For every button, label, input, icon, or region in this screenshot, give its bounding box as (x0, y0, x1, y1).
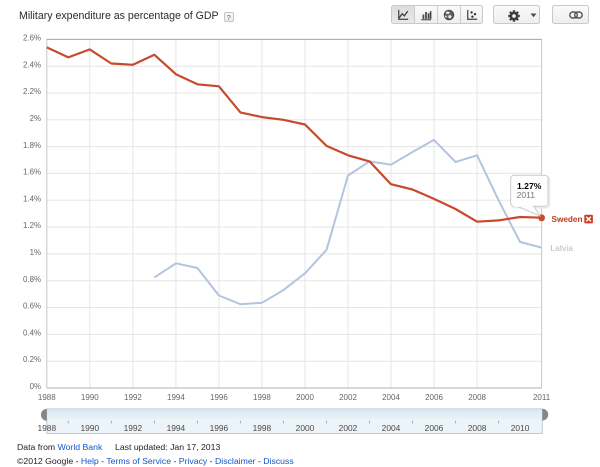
svg-text:0.6%: 0.6% (23, 302, 41, 311)
svg-text:1.4%: 1.4% (23, 194, 41, 203)
svg-text:1990: 1990 (81, 393, 99, 402)
svg-text:2006: 2006 (425, 393, 443, 402)
svg-text:2%: 2% (30, 114, 41, 123)
svg-text:1992: 1992 (124, 393, 142, 402)
svg-text:2008: 2008 (468, 393, 486, 402)
svg-text:2.6%: 2.6% (23, 34, 41, 43)
svg-text:1992: 1992 (124, 423, 143, 433)
svg-text:2010: 2010 (511, 423, 530, 433)
svg-text:2006: 2006 (425, 423, 444, 433)
svg-text:1988: 1988 (38, 393, 56, 402)
svg-text:0.4%: 0.4% (23, 328, 41, 337)
svg-text:1996: 1996 (210, 393, 228, 402)
svg-text:Sweden: Sweden (552, 215, 583, 224)
svg-text:2.4%: 2.4% (23, 60, 41, 69)
svg-text:1%: 1% (30, 248, 41, 257)
svg-text:2002: 2002 (339, 423, 358, 433)
svg-text:1.6%: 1.6% (23, 168, 41, 177)
svg-text:1994: 1994 (167, 393, 185, 402)
svg-text:1.27%: 1.27% (517, 181, 542, 191)
svg-text:0.8%: 0.8% (23, 275, 41, 284)
svg-text:1990: 1990 (80, 423, 99, 433)
svg-text:2004: 2004 (382, 393, 400, 402)
svg-text:2011: 2011 (533, 393, 551, 402)
svg-text:1.8%: 1.8% (23, 141, 41, 150)
svg-text:2011: 2011 (517, 190, 536, 200)
svg-text:0%: 0% (30, 382, 41, 391)
svg-text:1998: 1998 (253, 393, 271, 402)
svg-text:2.2%: 2.2% (23, 87, 41, 96)
svg-text:Latvia: Latvia (551, 243, 574, 253)
svg-text:2004: 2004 (382, 423, 401, 433)
svg-text:1996: 1996 (210, 423, 229, 433)
svg-text:1998: 1998 (253, 423, 272, 433)
svg-text:2000: 2000 (296, 423, 315, 433)
svg-text:2000: 2000 (296, 393, 314, 402)
svg-text:1988: 1988 (37, 423, 56, 433)
svg-text:2002: 2002 (339, 393, 357, 402)
svg-text:1994: 1994 (167, 423, 186, 433)
svg-text:0.2%: 0.2% (23, 355, 41, 364)
svg-text:1.2%: 1.2% (23, 221, 41, 230)
svg-text:2008: 2008 (468, 423, 487, 433)
